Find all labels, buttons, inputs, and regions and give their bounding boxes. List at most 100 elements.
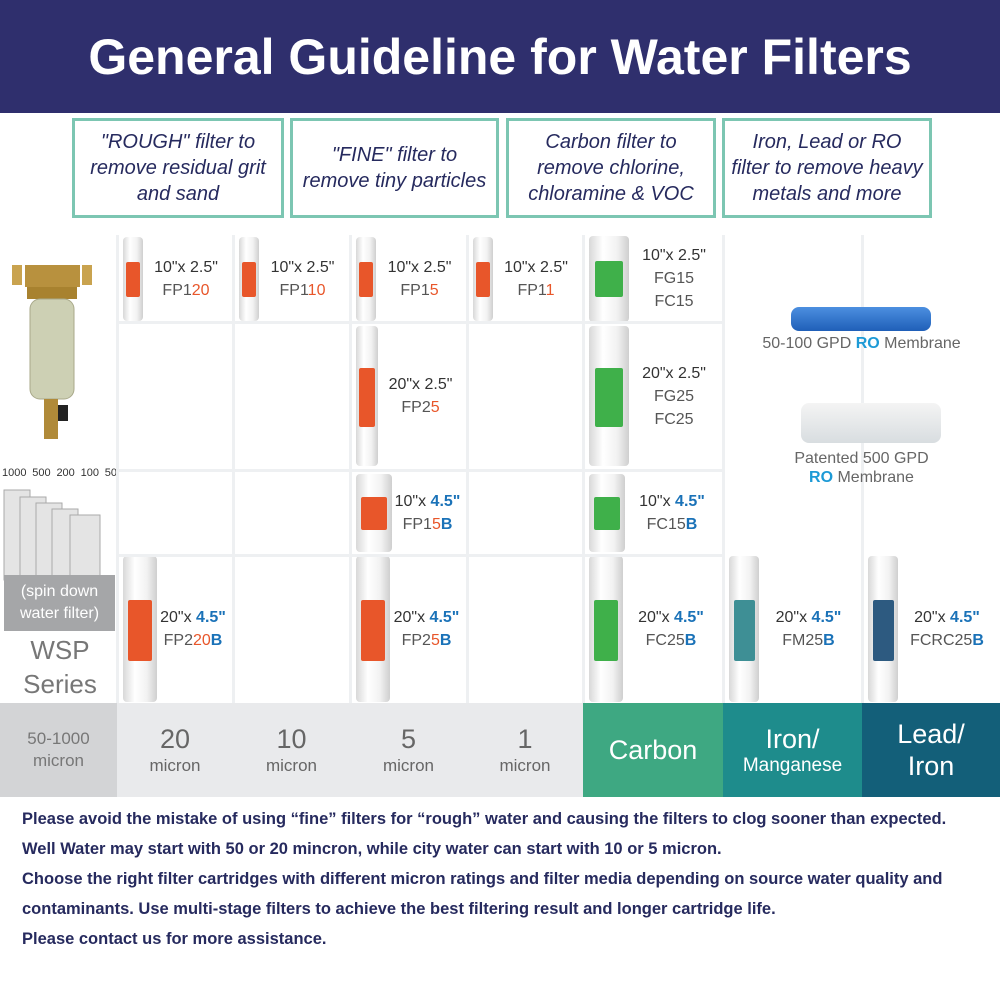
membrane-label-part: Patented 500 GPD — [794, 450, 929, 467]
filter-spec: 20"x 4.5" FP220B — [157, 606, 229, 652]
filter-model: B — [684, 632, 697, 649]
rating-value: Carbon — [608, 735, 698, 765]
filter-spec: 10"x 2.5" FP11 — [493, 256, 579, 302]
notes: Please avoid the mistake of using “fine”… — [22, 804, 982, 954]
rating-value: 1 — [517, 724, 533, 754]
page-title: General Guideline for Water Filters — [0, 0, 1000, 113]
note: Please avoid the mistake of using “fine”… — [22, 810, 947, 828]
filter-model: 5 — [431, 515, 441, 533]
filter-spec: 20"x 4.5" FP25B — [390, 606, 463, 652]
filter-size: 4.5" — [675, 492, 705, 510]
rating-value: 10 — [276, 724, 307, 754]
filter-size: 10"x 2.5" — [387, 258, 452, 276]
cartridge-label — [733, 599, 755, 662]
filter-cartridge-image — [356, 556, 390, 702]
rating-lead-: Lead/Iron — [862, 703, 1000, 797]
cartridge-label — [359, 368, 375, 427]
filter-cartridge-image — [123, 556, 157, 702]
mesh-label: 50 — [104, 467, 117, 479]
filter-cartridge-image — [356, 236, 376, 321]
filter-size: 4.5" — [811, 609, 842, 626]
category-carbon: Carbon filter to remove chlorine, chlora… — [506, 118, 716, 218]
grid-divider — [117, 321, 723, 324]
membrane-label-part: Membrane — [833, 469, 914, 486]
filter-size: 10"x — [394, 492, 431, 510]
mesh-label: 1000 — [2, 467, 27, 479]
filter-model: 20 — [191, 281, 210, 299]
filter-cartridge-image — [589, 235, 629, 322]
filter-cell: 20"x 2.5" FG25 FC25 — [589, 322, 719, 470]
filter-model: FP1 — [402, 515, 432, 533]
filter-spec: 20"x 4.5" FCRC25B — [898, 606, 996, 652]
rating-unit: micron — [265, 756, 317, 775]
filter-size: 20"x — [914, 609, 951, 626]
filter-size: 4.5" — [196, 609, 226, 626]
filter-model: FP1 — [517, 281, 546, 299]
filter-model: FG25 — [653, 387, 694, 405]
filter-spec: 10"x 4.5" FC15B — [625, 490, 719, 536]
filter-model: FP1 — [162, 281, 192, 299]
rating-carbon: Carbon — [583, 703, 723, 797]
filter-size: 20"x — [160, 609, 197, 626]
rating-5: 5 micron — [350, 703, 467, 797]
filter-model: FC25 — [654, 410, 694, 428]
spin-down-note: (spin down water filter) — [4, 575, 115, 631]
note: Please contact us for more assistance. — [22, 930, 327, 948]
filter-model: B — [972, 632, 984, 649]
rating-value: 20 — [159, 724, 191, 754]
filter-cartridge-image — [589, 326, 629, 466]
cartridge-label — [361, 599, 385, 662]
filter-cartridge-image — [123, 236, 143, 321]
cartridge-label — [594, 496, 620, 530]
ro-membranes: 50-100 GPD RO Membrane Patented 500 GPD RO… — [723, 235, 1000, 555]
filter-cell: 20"x 2.5" FP25 — [356, 322, 463, 470]
filter-model: 10 — [307, 281, 326, 299]
membrane-label: RO Membrane — [723, 469, 1000, 487]
rating-value: 5 — [400, 724, 417, 754]
filter-spec: 20"x 2.5" FP25 — [378, 373, 463, 419]
filter-model: 5 — [429, 281, 439, 299]
filter-model: FC25 — [645, 632, 685, 649]
filter-model: FG15 — [653, 270, 694, 287]
filter-cell: 10"x 2.5" FP15 — [356, 235, 463, 322]
filter-cell: 10"x 2.5" FP11 — [473, 235, 579, 322]
rating-unit: Iron — [907, 751, 955, 781]
filter-spec: 20"x 4.5" FM25B — [759, 606, 858, 652]
filter-size: 4.5" — [430, 492, 461, 510]
filter-size: 10"x 2.5" — [154, 258, 218, 276]
filter-cell: 10"x 2.5" FP120 — [123, 235, 229, 322]
filter-cartridge-image — [589, 473, 625, 552]
note: Choose the right filter cartridges with … — [22, 870, 943, 918]
filter-model: FP1 — [400, 281, 430, 299]
filter-cartridge-image — [356, 473, 392, 552]
rating-value: Iron/ — [765, 724, 820, 754]
filter-model: FP2 — [163, 632, 193, 649]
ro-membrane-image — [791, 307, 931, 331]
filter-cell: 10"x 2.5" FP110 — [239, 235, 346, 322]
membrane-label: 50-100 GPD RO Membrane — [723, 335, 1000, 353]
rating-unit: micron — [382, 756, 434, 775]
filter-cell: 20"x 4.5" FP25B — [356, 555, 463, 703]
filter-model: 5 — [430, 632, 440, 649]
wsp-series-label: WSP Series — [23, 635, 97, 699]
filter-model: FCRC25 — [910, 632, 973, 649]
cartridge-label — [128, 599, 152, 662]
rating-unit: micron — [32, 751, 84, 770]
cartridge-label — [595, 261, 623, 298]
filter-spec: 10"x 2.5" FG15 FC15 — [629, 244, 719, 313]
rating-value: 50-1000 — [27, 729, 90, 748]
filter-cell: 10"x 4.5" FC15B — [589, 470, 719, 555]
category-rough: "ROUGH" filter to remove residual grit a… — [72, 118, 284, 218]
filter-cell: 20"x 4.5" FC25B — [589, 555, 719, 703]
filter-model: 1 — [545, 281, 555, 299]
filter-model: 5 — [430, 399, 440, 416]
filter-cell: 10"x 4.5" FP15B — [356, 470, 463, 555]
filter-size: 4.5" — [950, 609, 980, 626]
cartridge-label — [361, 496, 387, 530]
rating-50-1000: 50-1000 micron — [0, 703, 117, 797]
filter-model: 20 — [192, 632, 211, 649]
filter-cartridge-image — [589, 556, 623, 702]
rating-value: Lead/ — [897, 719, 965, 749]
filter-cell: 20"x 4.5" FP220B — [123, 555, 229, 703]
filter-size: 10"x 2.5" — [270, 258, 335, 276]
